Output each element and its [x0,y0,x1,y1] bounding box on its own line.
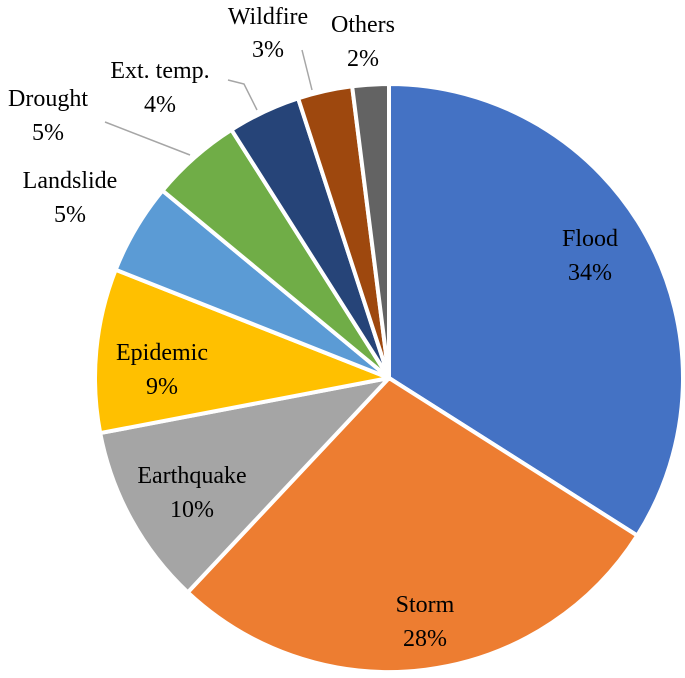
slice-epidemic [93,267,391,436]
percent-earthquake: 10% [170,497,214,523]
label-wildfire: Wildfire [228,4,308,30]
label-flood: Flood [562,226,618,252]
percent-flood: 34% [568,260,612,286]
ext-temp-leader-line [227,79,258,111]
label-ext-temp: Ext. temp. [110,58,209,84]
label-landslide: Landslide [23,168,118,194]
slice-earthquake [98,376,391,595]
wildfire-leader-line [301,49,313,91]
percent-drought: 5% [32,120,64,146]
label-earthquake: Earthquake [137,463,246,489]
slice-others [350,82,391,380]
percent-storm: 28% [403,626,447,652]
percent-others: 2% [347,46,379,72]
label-storm: Storm [396,592,455,618]
percent-landslide: 5% [54,202,86,228]
slice-storm [185,376,640,674]
percent-epidemic: 9% [146,374,178,400]
label-epidemic: Epidemic [116,340,208,366]
percent-ext-temp: 4% [144,92,176,118]
drought-leader-line [104,121,191,156]
label-drought: Drought [8,86,88,112]
label-others: Others [331,12,395,38]
percent-wildfire: 3% [252,37,284,63]
